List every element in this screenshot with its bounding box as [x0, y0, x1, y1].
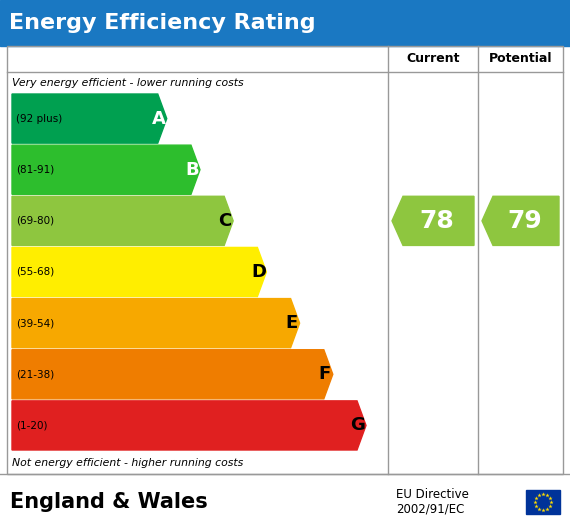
Polygon shape — [12, 298, 300, 348]
Text: A: A — [152, 110, 166, 128]
Text: B: B — [185, 161, 199, 179]
Bar — [0, 0, 570, 46]
Text: (21-38): (21-38) — [16, 369, 54, 379]
Text: (1-20): (1-20) — [16, 420, 47, 430]
Polygon shape — [12, 94, 167, 143]
Text: 79: 79 — [507, 209, 542, 233]
Text: Not energy efficient - higher running costs: Not energy efficient - higher running co… — [12, 458, 243, 468]
Polygon shape — [12, 248, 266, 297]
Text: (55-68): (55-68) — [16, 267, 54, 277]
Polygon shape — [12, 196, 233, 245]
Bar — [0, 474, 570, 530]
Polygon shape — [12, 145, 200, 195]
Polygon shape — [482, 196, 559, 245]
Text: (39-54): (39-54) — [16, 318, 54, 328]
Text: D: D — [251, 263, 266, 281]
Polygon shape — [12, 401, 366, 450]
Text: England & Wales: England & Wales — [10, 492, 207, 512]
Text: 78: 78 — [420, 209, 454, 233]
Text: C: C — [218, 212, 232, 230]
Text: EU Directive: EU Directive — [396, 489, 469, 501]
Text: Potential: Potential — [488, 52, 552, 66]
Polygon shape — [12, 350, 333, 399]
Text: Energy Efficiency Rating: Energy Efficiency Rating — [9, 13, 316, 33]
Bar — [7, 46, 563, 474]
Text: 2002/91/EC: 2002/91/EC — [396, 502, 465, 516]
Text: E: E — [286, 314, 298, 332]
Text: Current: Current — [406, 52, 460, 66]
Text: Very energy efficient - lower running costs: Very energy efficient - lower running co… — [12, 78, 243, 88]
Text: G: G — [351, 417, 365, 435]
Text: (81-91): (81-91) — [16, 165, 54, 175]
Text: F: F — [319, 365, 331, 383]
Polygon shape — [392, 196, 474, 245]
Text: (92 plus): (92 plus) — [16, 113, 62, 123]
FancyBboxPatch shape — [526, 490, 560, 514]
Text: (69-80): (69-80) — [16, 216, 54, 226]
